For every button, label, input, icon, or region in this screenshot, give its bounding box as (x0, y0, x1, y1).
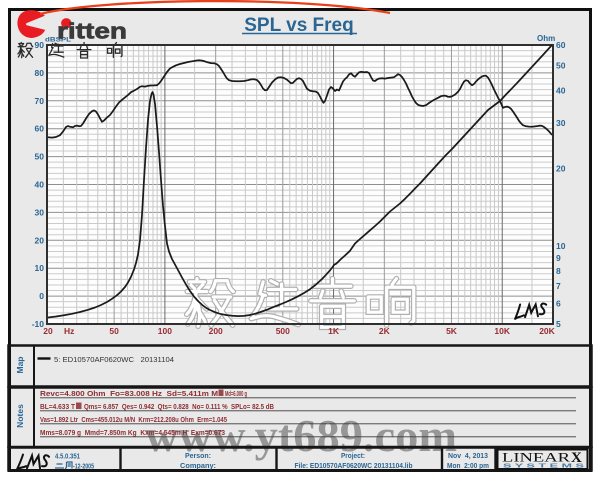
svg-text:www.yt689.com: www.yt689.com (145, 410, 457, 461)
svg-text:Revc=4.800 Ohm Fo=83.008 Hz: Revc=4.800 Ohm Fo=83.008 Hz Sd=5.411m M (40, 389, 218, 398)
svg-text:50: 50 (35, 152, 45, 162)
svg-text:X: X (571, 450, 582, 466)
svg-text:20: 20 (556, 163, 566, 173)
svg-text:SPL vs Freq: SPL vs Freq (244, 15, 353, 36)
svg-text:Mms=8.079 g Mmd=7.850m Kg Kx: Mms=8.079 g Mmd=7.850m Kg Kxm=4.545m H E… (40, 428, 225, 437)
svg-text:2K: 2K (379, 326, 391, 336)
svg-text:1K: 1K (328, 326, 340, 336)
svg-text:5: 5 (556, 319, 561, 329)
svg-text:50: 50 (109, 326, 119, 336)
svg-text:200: 200 (209, 326, 223, 336)
svg-text:8: 8 (556, 266, 561, 276)
svg-text:100: 100 (158, 326, 172, 336)
svg-text:40: 40 (35, 180, 45, 190)
svg-text:20: 20 (43, 326, 53, 336)
svg-text:20: 20 (35, 235, 45, 245)
svg-text:Map: Map (15, 357, 25, 374)
svg-text:-12-2005: -12-2005 (73, 464, 94, 471)
svg-text:Project:: Project: (341, 451, 365, 460)
svg-text:S Y S T E M S: S Y S T E M S (503, 464, 586, 470)
svg-text:30: 30 (556, 118, 566, 128)
svg-text:7: 7 (556, 281, 561, 291)
svg-text:Person:: Person: (185, 451, 211, 460)
svg-text:5K: 5K (446, 326, 458, 336)
svg-text:Notes: Notes (15, 404, 25, 428)
svg-text:80: 80 (35, 68, 45, 78)
svg-text:Md=6.000 g: Md=6.000 g (225, 389, 247, 398)
svg-text:500: 500 (276, 326, 290, 336)
svg-text:0: 0 (39, 291, 44, 301)
svg-text:10K: 10K (494, 326, 510, 336)
svg-text:90: 90 (35, 40, 45, 50)
svg-text:Qms= 6.857 Qes= 0.942 Qts= 0: Qms= 6.857 Qes= 0.942 Qts= 0.828 No= 0.1… (84, 402, 274, 411)
svg-text:10: 10 (556, 241, 566, 251)
svg-text:30: 30 (35, 207, 45, 217)
svg-text:20K: 20K (539, 326, 555, 336)
svg-text:Hz: Hz (64, 326, 74, 336)
svg-text:60: 60 (556, 40, 566, 50)
svg-text:Ohm: Ohm (537, 34, 555, 43)
svg-text:6: 6 (556, 299, 561, 309)
svg-text:9: 9 (556, 253, 561, 263)
svg-text:50: 50 (556, 61, 566, 71)
svg-text:Nov 4, 2013: Nov 4, 2013 (448, 451, 488, 460)
svg-text:Company:: Company: (180, 461, 216, 470)
svg-text:LINEAR: LINEAR (502, 451, 571, 465)
svg-text:BL=4.633 T: BL=4.633 T (40, 402, 75, 411)
svg-text:10: 10 (35, 263, 45, 273)
svg-text:5: ED10570AF0620WC 20131104: 5: ED10570AF0620WC 20131104 (54, 355, 174, 364)
svg-text:File: ED10570AF0620WC 20131104: File: ED10570AF0620WC 20131104.lib (295, 461, 413, 470)
svg-text:-10: -10 (32, 319, 45, 329)
svg-text:40: 40 (556, 86, 566, 96)
svg-text:60: 60 (35, 124, 45, 134)
svg-text:4.5.0.351: 4.5.0.351 (55, 454, 80, 461)
svg-text:70: 70 (35, 96, 45, 106)
svg-text:Vas=1.892 Ltr Cms=455.012u M/: Vas=1.892 Ltr Cms=455.012u M/N Krm=212.2… (40, 415, 227, 424)
svg-text:dBSPL: dBSPL (45, 37, 71, 44)
svg-text:ritten: ritten (57, 19, 127, 44)
svg-text:Mon 2:00 pm: Mon 2:00 pm (447, 461, 489, 470)
